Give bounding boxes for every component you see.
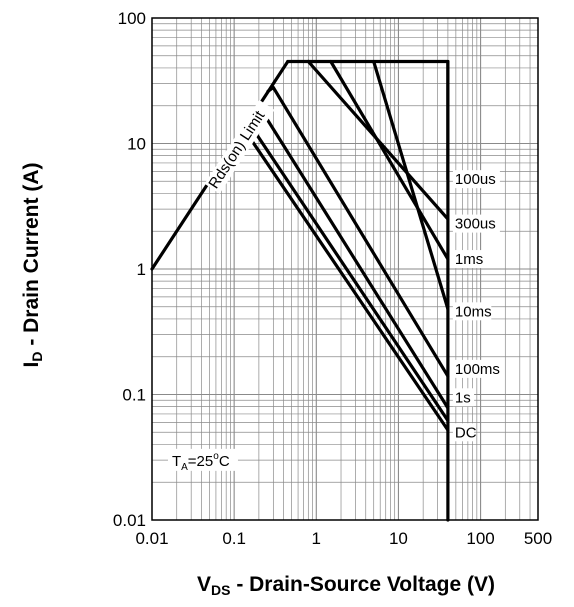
curve-label-1s: 1s xyxy=(455,389,471,406)
y-tick-label: 1 xyxy=(137,260,146,279)
x-tick-label: 0.1 xyxy=(222,529,246,548)
curve-label-100us: 100us xyxy=(455,171,496,188)
curve-label-300us: 300us xyxy=(455,216,496,233)
x-tick-label: 10 xyxy=(389,529,408,548)
x-tick-label: 1 xyxy=(312,529,321,548)
y-tick-label: 0.1 xyxy=(122,386,146,405)
y-tick-label: 100 xyxy=(118,9,146,28)
y-axis-title: ID - Drain Current (A) xyxy=(20,163,45,368)
curve-label-bg xyxy=(452,214,500,233)
x-tick-label: 0.01 xyxy=(135,529,168,548)
soa-curve-100ms xyxy=(266,85,450,378)
curve-label-bg xyxy=(452,170,500,189)
curve-label-100ms: 100ms xyxy=(455,361,500,378)
x-tick-label: 100 xyxy=(466,529,494,548)
curve-label-bg xyxy=(452,302,492,321)
soa-curve-100us xyxy=(286,59,450,181)
curve-label-bg xyxy=(452,250,483,269)
curve-label-1ms: 1ms xyxy=(455,251,483,268)
x-axis-title: VDS - Drain-Source Voltage (V) xyxy=(197,573,495,598)
soa-curve-1ms xyxy=(329,59,450,261)
curve-label-bg xyxy=(452,423,475,442)
curve-label-DC: DC xyxy=(455,424,477,441)
y-tick-label: 10 xyxy=(127,135,146,154)
ta-annotation-bg xyxy=(167,448,238,471)
x-tick-label: 500 xyxy=(524,529,552,548)
ta-annotation: TA=25oC xyxy=(172,451,230,473)
curve-label-10ms: 10ms xyxy=(455,303,492,320)
soa-curve-unlabeled-7 xyxy=(241,134,450,432)
y-tick-label: 0.01 xyxy=(113,511,146,530)
plot-frame xyxy=(151,17,539,521)
curve-label-bg xyxy=(452,388,475,407)
curve-label-bg xyxy=(452,359,500,378)
soa-curve-10ms xyxy=(372,59,450,311)
rds-label-bg xyxy=(204,100,275,194)
tick-labels: 0.01 0.1 1 10 100 500 0.01 0.1 1 10 100 xyxy=(113,9,552,548)
